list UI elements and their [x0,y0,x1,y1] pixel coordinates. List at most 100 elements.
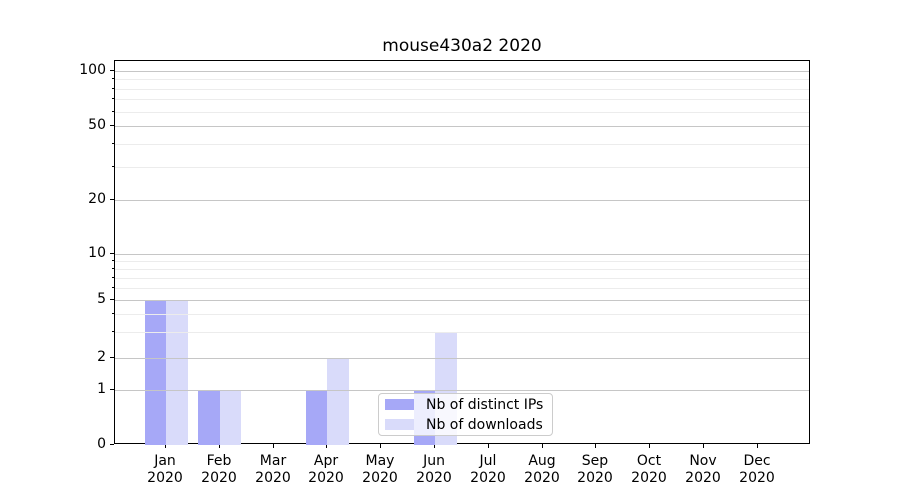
x-tick-may [380,444,381,448]
bar-downloads-feb [219,390,242,445]
gridline-minor-8 [115,268,809,270]
gridline-minor-4 [115,314,809,316]
gridline-minor-60 [115,111,809,113]
y-minor-tick-40 [112,143,114,144]
x-tick-label-may: May 2020 [350,453,410,487]
legend-item-distinct-ips: Nb of distinct IPs [385,397,543,413]
y-tick-label-0: 0 [97,436,106,452]
bar-distinct-ips-jan [144,300,166,445]
x-tick-month: Jun [423,453,445,469]
x-tick-month: Aug [528,453,556,469]
gridline-major-10 [115,254,809,255]
x-tick-year: 2020 [201,470,237,486]
x-tick-month: Feb [206,453,232,469]
x-tick-year: 2020 [577,470,613,486]
bar-distinct-ips-feb [198,390,220,445]
x-tick-oct [649,444,650,448]
legend: Nb of distinct IPs Nb of downloads [378,393,554,436]
legend-swatch-distinct-ips-icon [385,399,414,410]
y-tick-label-100: 100 [79,62,106,78]
x-tick-month: Jan [154,453,176,469]
y-tick-label-1: 1 [97,381,106,397]
x-tick-label-jul: Jul 2020 [458,453,518,487]
y-tick-20 [110,199,114,200]
x-tick-month: Dec [743,453,771,469]
y-tick-1 [110,389,114,390]
y-tick-0 [110,444,114,445]
y-tick-label-20: 20 [88,191,106,207]
gridline-minor-90 [115,79,809,81]
y-minor-tick-7 [112,277,114,278]
x-tick-year: 2020 [255,470,291,486]
y-minor-tick-9 [112,260,114,261]
gridline-minor-9 [115,260,809,262]
gridline-minor-70 [115,99,809,101]
y-tick-5 [110,299,114,300]
y-minor-tick-80 [112,88,114,89]
x-tick-label-feb: Feb 2020 [189,453,249,487]
y-tick-2 [110,357,114,358]
x-tick-mar [273,444,274,448]
legend-item-downloads: Nb of downloads [385,417,543,433]
x-tick-year: 2020 [147,470,183,486]
x-tick-label-apr: Apr 2020 [296,453,356,487]
gridline-minor-7 [115,277,809,279]
plot-area [114,60,810,445]
gridline-minor-6 [115,287,809,289]
y-minor-tick-70 [112,98,114,99]
legend-label-distinct-ips: Nb of distinct IPs [426,396,544,413]
gridline-major-5 [115,300,809,301]
y-tick-100 [110,70,114,71]
y-minor-tick-4 [112,313,114,314]
x-tick-nov [703,444,704,448]
x-tick-apr [326,444,327,448]
x-tick-year: 2020 [524,470,560,486]
x-tick-jul [488,444,489,448]
y-minor-tick-60 [112,111,114,112]
x-tick-jan [165,444,166,448]
gridline-major-100 [115,71,809,72]
bar-distinct-ips-apr [305,390,328,445]
legend-label-downloads: Nb of downloads [426,416,543,433]
y-minor-tick-3 [112,331,114,332]
x-tick-label-jun: Jun 2020 [404,453,464,487]
y-minor-tick-90 [112,78,114,79]
x-tick-year: 2020 [470,470,506,486]
x-tick-label-nov: Nov 2020 [673,453,733,487]
legend-swatch-downloads-icon [385,419,414,430]
x-tick-month: Sep [581,453,609,469]
x-tick-month: Oct [636,453,662,469]
gridline-minor-3 [115,332,809,334]
gridline-minor-40 [115,144,809,146]
y-tick-10 [110,253,114,254]
gridline-minor-30 [115,167,809,169]
y-minor-tick-6 [112,287,114,288]
x-tick-label-dec: Dec 2020 [727,453,787,487]
x-tick-month: Apr [313,453,339,469]
y-tick-label-10: 10 [88,245,106,261]
y-tick-label-50: 50 [88,117,106,133]
x-tick-year: 2020 [631,470,667,486]
bar-downloads-apr [327,358,349,445]
x-tick-dec [757,444,758,448]
gridline-major-50 [115,126,809,127]
x-tick-feb [219,444,220,448]
y-tick-label-5: 5 [97,291,106,307]
x-tick-year: 2020 [685,470,721,486]
gridline-major-20 [115,200,809,201]
x-tick-month: May [365,453,395,469]
bar-downloads-jan [166,300,188,445]
x-tick-label-jan: Jan 2020 [135,453,195,487]
x-tick-month: Jul [479,453,497,469]
x-tick-label-sep: Sep 2020 [565,453,625,487]
x-tick-year: 2020 [416,470,452,486]
x-tick-year: 2020 [308,470,344,486]
y-minor-tick-8 [112,268,114,269]
y-tick-50 [110,125,114,126]
y-minor-tick-30 [112,166,114,167]
x-tick-year: 2020 [739,470,775,486]
x-tick-label-aug: Aug 2020 [512,453,572,487]
x-tick-month: Nov [689,453,717,469]
gridline-major-2 [115,358,809,359]
